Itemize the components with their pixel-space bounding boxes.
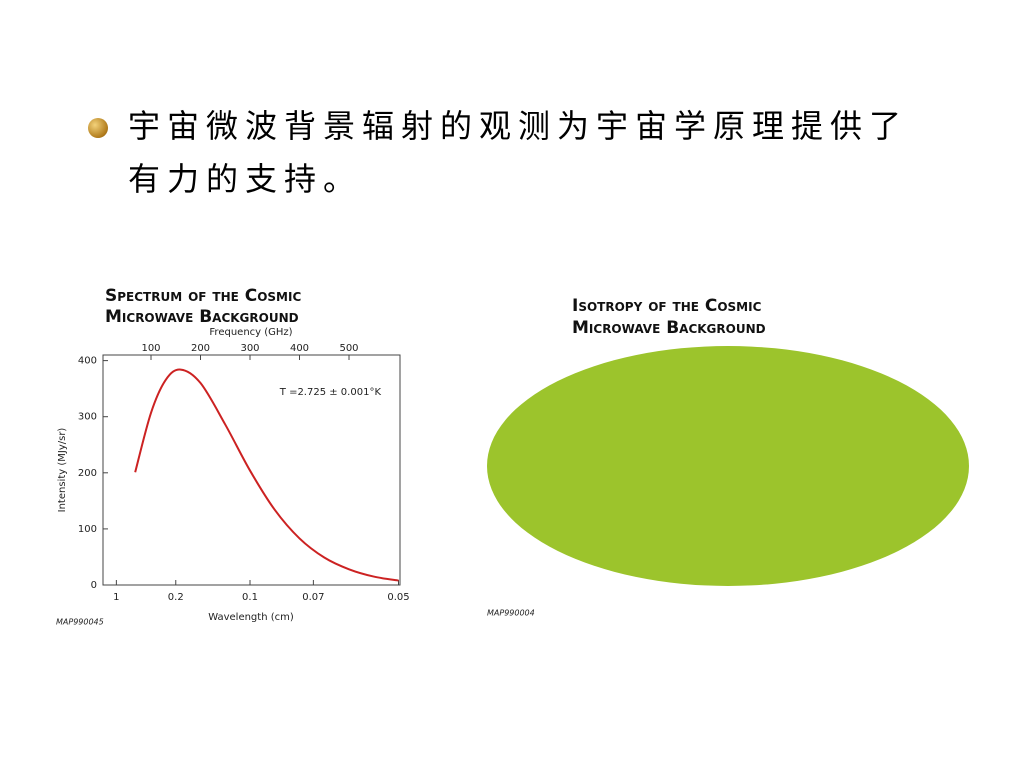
y-tick-label: 200 [78,468,97,479]
x2-tick-label: 200 [191,343,210,354]
x-tick-label: 1 [113,592,119,603]
x-tick-label: 0.1 [242,592,258,603]
x2-tick-label: 400 [290,343,309,354]
y-tick-label: 300 [78,412,97,423]
chart-title: Microwave Background [105,307,299,327]
x2-tick-label: 500 [339,343,358,354]
x2-tick-label: 300 [240,343,259,354]
plot-frame [102,354,401,586]
y-axis-label: Intensity (MJy/sr) [57,428,68,513]
figure-title: Microwave Background [572,318,766,338]
x-tick-label: 0.2 [168,592,184,603]
x2-tick-label: 100 [141,343,160,354]
y-tick-label: 0 [91,580,97,591]
sky-map [487,346,969,586]
annotation: T =2.725 ± 0.001°K [279,387,382,398]
bullet-icon [88,118,108,138]
chart-title: Spectrum of the Cosmic [105,286,301,306]
figure-code: MAP990045 [56,618,104,627]
x-tick-label: 0.07 [302,592,324,603]
x2-axis-label: Frequency (GHz) [209,327,292,338]
y-tick-label: 400 [78,356,97,367]
figure-title: Isotropy of the Cosmic [572,296,762,316]
spectrum-line [134,368,399,582]
y-tick-label: 100 [78,524,97,535]
x-tick-label: 0.05 [387,592,409,603]
bullet-text: 宇宙微波背景辐射的观测为宇宙学原理提供了有力的支持。 [128,107,909,198]
figure-code: MAP990004 [487,609,535,618]
x-axis-label: Wavelength (cm) [208,612,294,623]
